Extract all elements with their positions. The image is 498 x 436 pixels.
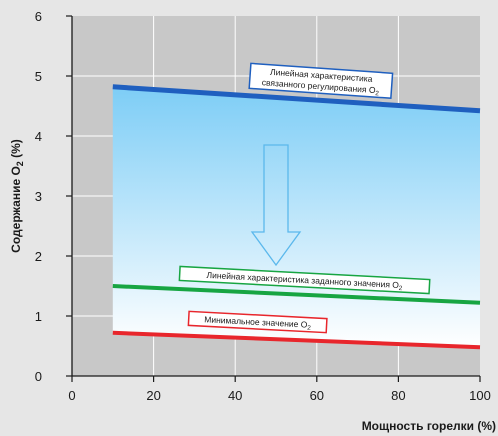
y-tick-label: 4	[35, 129, 42, 144]
down-arrow-icon	[250, 144, 302, 267]
area-fill	[112, 86, 481, 348]
x-tick-label: 100	[469, 388, 491, 403]
series-line	[112, 330, 481, 350]
green-line-label-box	[178, 265, 431, 295]
blue-line-label-box	[248, 62, 394, 100]
y-axis-title-main: Содержание O	[9, 166, 23, 253]
x-tick-label: 0	[68, 388, 75, 403]
series-line	[112, 84, 481, 114]
series-line	[112, 284, 481, 305]
x-tick-label: 20	[146, 388, 160, 403]
red-line-label: Минимальное значение O2	[187, 310, 328, 334]
series-lines	[112, 84, 481, 350]
red-line-label-box	[187, 310, 328, 334]
green-line-label: Линейная характеристика заданного значен…	[178, 265, 431, 295]
axes	[66, 15, 481, 382]
x-tick-label: 60	[310, 388, 324, 403]
y-tick-label: 2	[35, 249, 42, 264]
y-axis-title: Содержание O2 (%)	[9, 139, 25, 253]
x-tick-label: 80	[391, 388, 405, 403]
y-tick-label: 0	[35, 369, 42, 384]
y-axis-title-tail: (%)	[9, 139, 23, 161]
x-axis-title: Мощность горелки (%)	[362, 419, 496, 433]
y-tick-label: 6	[35, 9, 42, 24]
y-tick-label: 1	[35, 309, 42, 324]
x-tick-label: 40	[228, 388, 242, 403]
y-tick-label: 3	[35, 189, 42, 204]
y-axis-title-sub: 2	[15, 161, 25, 166]
y-tick-label: 5	[35, 69, 42, 84]
